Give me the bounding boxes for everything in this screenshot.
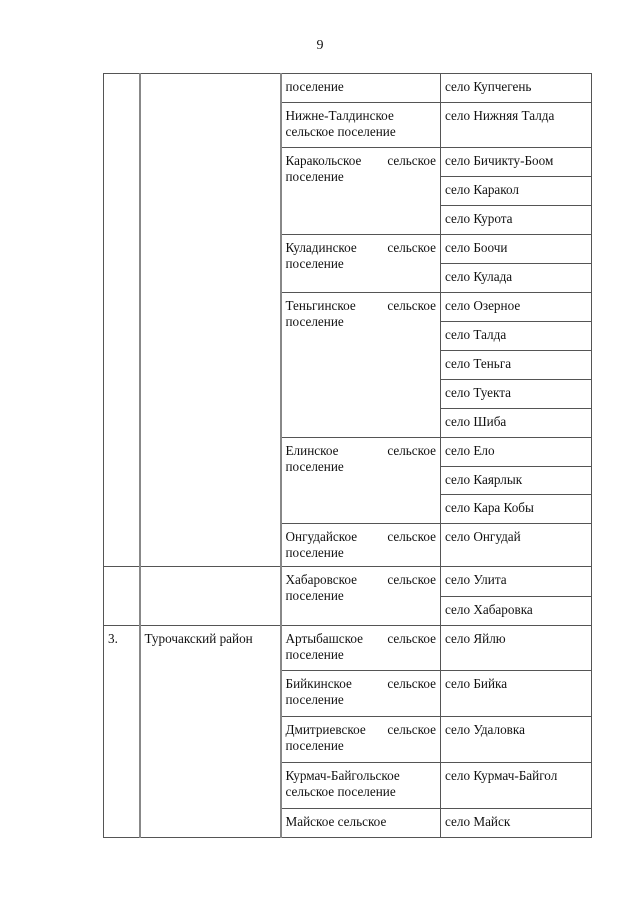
- table-row: село Шиба: [104, 408, 592, 438]
- table-row: Теньгинское сельское поселение село Озерн…: [104, 292, 592, 438]
- village-name: село Боочи: [440, 234, 592, 264]
- table-row: село Хабаровка: [104, 596, 592, 626]
- village-name: село Теньга: [440, 350, 592, 380]
- village-name: село Каярлык: [440, 466, 592, 495]
- village-name: село Онгудай: [440, 523, 592, 567]
- settlement-name: Каракольское сельское поселение: [279, 147, 441, 235]
- settlement-name: поселение: [279, 73, 441, 103]
- settlement-name: Бийкинское сельское поселение: [279, 670, 441, 717]
- settlement-name: Дмитриевское сельское поселение: [279, 716, 441, 763]
- village-name: село Хабаровка: [440, 596, 592, 626]
- table-row: село Кара Кобы: [104, 494, 592, 524]
- settlements-table: поселение село Купчегень Нижне-Талдинское …: [103, 73, 592, 838]
- village-name: село Каракол: [440, 176, 592, 206]
- table-row: Майское сельское село Майск: [104, 808, 592, 838]
- row-number: [103, 73, 140, 567]
- village-name: село Бийка: [440, 670, 592, 717]
- settlement-name: Артыбашское сельское поселение: [279, 625, 441, 671]
- village-name: село Купчегень: [440, 73, 592, 103]
- village-name: село Кулада: [440, 263, 592, 293]
- village-name: село Кара Кобы: [440, 494, 592, 524]
- settlement-name: Елинское сельское поселение: [279, 437, 441, 524]
- village-name: село Нижняя Талда: [440, 102, 592, 148]
- village-name: село Талда: [440, 321, 592, 351]
- table-row: село Каракол: [104, 176, 592, 206]
- row-number: [103, 566, 140, 626]
- settlement-name: Куладинское сельское поселение: [279, 234, 441, 293]
- village-name: село Майск: [440, 808, 592, 838]
- table-row: село Кулада: [104, 263, 592, 293]
- village-name: село Яйлю: [440, 625, 592, 671]
- table-row: село Каярлык: [104, 466, 592, 495]
- table-row: село Талда: [104, 321, 592, 351]
- village-name: село Удаловка: [440, 716, 592, 763]
- table-row: Нижне-Талдинское сельское поселение село …: [104, 102, 592, 148]
- village-name: село Озерное: [440, 292, 592, 322]
- district-name: [138, 566, 281, 626]
- village-name: село Туекта: [440, 379, 592, 409]
- table-row: Дмитриевское сельское поселение село Удал…: [104, 716, 592, 763]
- table-row: поселение село Купчегень: [103, 73, 592, 567]
- district-name: Турочакский район: [138, 625, 281, 838]
- table-row: Куладинское сельское поселение село Боочи: [104, 234, 592, 293]
- settlement-name: Нижне-Талдинское сельское поселение: [279, 102, 441, 148]
- table-row: Елинское сельское поселение село Ело: [104, 437, 592, 524]
- settlement-name: Майское сельское: [279, 808, 441, 838]
- page-number: 9: [316, 38, 324, 53]
- table-row: село Туекта: [104, 379, 592, 409]
- settlement-name: Онгудайское сельское поселение: [279, 523, 441, 567]
- district-name: [138, 73, 281, 567]
- table-row: Каракольское сельское поселение село Бичи…: [104, 147, 592, 235]
- table-row: село Теньга: [104, 350, 592, 380]
- village-name: село Ело: [440, 437, 592, 467]
- settlement-name: Хабаровское сельское поселение: [279, 566, 441, 626]
- village-name: село Улита: [440, 566, 592, 597]
- village-name: село Курмач-Байгол: [440, 762, 592, 809]
- village-name: село Бичикту-Боом: [440, 147, 592, 177]
- settlement-name: Курмач-Байгольское сельское поселение: [279, 762, 441, 809]
- settlement-name: Теньгинское сельское поселение: [279, 292, 441, 438]
- row-number: 3.: [103, 625, 140, 838]
- village-name: село Курота: [440, 205, 592, 235]
- table-row: село Курота: [104, 205, 592, 235]
- table-row: 3. Турочакский район Артыбашское сельское …: [103, 625, 592, 838]
- village-name: село Шиба: [440, 408, 592, 438]
- table-row: Хабаровское сельское поселение село Улита: [103, 566, 592, 626]
- table-row: Бийкинское сельское поселение село Бийка: [104, 670, 592, 717]
